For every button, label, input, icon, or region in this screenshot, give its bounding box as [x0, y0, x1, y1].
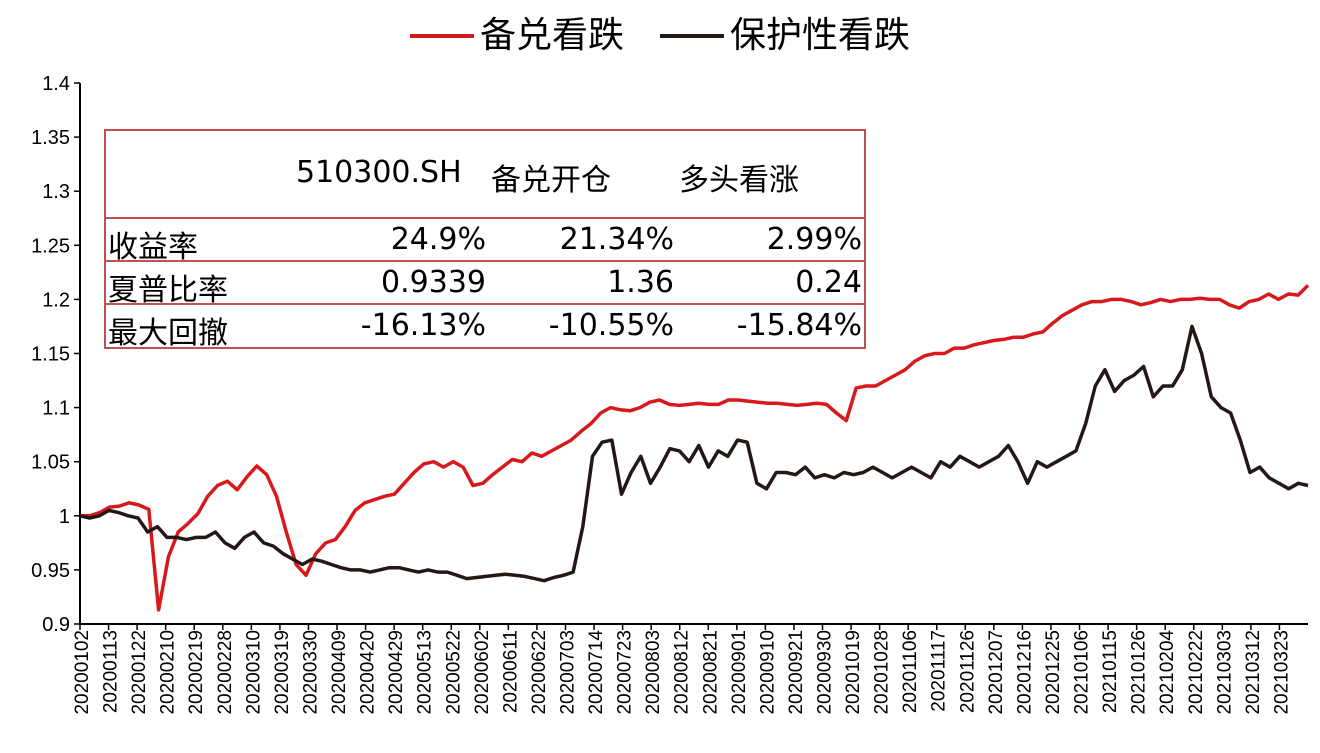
cell-value: 0.24: [795, 265, 862, 300]
x-tick-label: 20201019: [843, 630, 864, 715]
x-tick-label: 20200522: [443, 630, 464, 715]
legend-label-0: 备兑看跌: [479, 15, 624, 56]
cell-value: 21.34%: [559, 222, 674, 257]
legend-swatch-1: [660, 34, 724, 38]
cell-value: -15.84%: [736, 308, 862, 343]
x-tick-label: 20200210: [158, 630, 179, 715]
x-tick-label: 20210222: [1186, 630, 1207, 715]
legend-swatch-0: [409, 34, 474, 38]
row-label: 收益率: [108, 230, 198, 265]
x-tick-label: 20200803: [643, 630, 664, 715]
y-tick-label: 1.05: [31, 452, 70, 474]
x-tick-label: 20201117: [929, 630, 950, 712]
x-tick-label: 20200113: [101, 630, 122, 713]
table-row: 收益率 24.9% 21.34% 2.99%: [106, 219, 864, 265]
x-tick-label: 20201028: [872, 630, 893, 715]
y-tick-label: 0.95: [31, 560, 70, 582]
x-tick-label: 20200102: [72, 630, 93, 715]
x-tick-label: 20201207: [986, 630, 1007, 715]
x-tick-label: 20210312: [1243, 630, 1264, 715]
table-row: 最大回撤 -16.13% -10.55% -15.84%: [106, 305, 864, 351]
cell-value: 0.9339: [381, 265, 486, 300]
series-line-0: [80, 284, 1310, 612]
series-line-1: [79, 324, 1309, 583]
x-tick-label: 20201106: [900, 630, 921, 713]
y-tick-label: 0.9: [42, 614, 70, 636]
x-tick-label: 20210115: [1100, 630, 1121, 713]
series-layer: [79, 284, 1310, 612]
header-510300: 510300.SH: [296, 155, 462, 190]
y-tick-label: 1: [59, 506, 70, 528]
x-tick-label: 20200420: [358, 630, 379, 715]
x-tick-label: 20200930: [815, 630, 836, 715]
x-tick-label: 20200429: [386, 630, 407, 715]
y-tick-label: 1.35: [31, 127, 70, 149]
x-tick-label: 20200703: [557, 630, 578, 715]
x-tick-label: 20200310: [243, 630, 264, 715]
x-tick-label: 20200622: [529, 630, 550, 715]
cell-value: -10.55%: [548, 308, 674, 343]
x-tick-label: 20200921: [786, 630, 807, 715]
header-covered-call: 备兑开仓: [491, 163, 611, 198]
x-tick-label: 20200821: [700, 630, 721, 715]
x-tick-label: 20200228: [215, 630, 236, 715]
y-tick-label: 1.3: [42, 181, 70, 203]
cell-value: 1.36: [607, 265, 674, 300]
x-tick-label: 20200812: [672, 630, 693, 715]
x-tick-label: 20200901: [729, 630, 750, 715]
x-tick-label: 20201126: [957, 630, 978, 713]
x-tick-label: 20200602: [472, 630, 493, 715]
x-tick-label: 20200910: [757, 630, 778, 715]
x-tick-label: 20200723: [615, 630, 636, 715]
axes: 0.9 0.95 1 1.05 1.1 1.15 1.2 1.25 1.3 1.35 1.4 2020…: [31, 73, 1308, 715]
y-tick-label: 1.2: [42, 289, 70, 311]
x-tick-label: 20201225: [1043, 630, 1064, 715]
stats-table-header: 510300.SH 备兑开仓 多头看涨: [106, 131, 864, 219]
legend-item-0: 备兑看跌: [409, 14, 624, 58]
y-tick-label: 1.1: [42, 398, 70, 420]
cell-value: 24.9%: [390, 222, 486, 257]
x-tick-label: 20200714: [586, 630, 607, 715]
y-tick-label: 1.25: [31, 235, 70, 257]
x-tick-label: 20200219: [186, 630, 207, 715]
y-tick-label: 1.4: [42, 73, 70, 95]
legend-label-1: 保护性看跌: [730, 15, 911, 56]
row-label: 最大回撤: [108, 316, 228, 351]
header-long-call: 多头看涨: [679, 163, 799, 198]
x-tick-label: 20210126: [1129, 630, 1150, 715]
x-tick-label: 20210106: [1072, 630, 1093, 715]
legend-item-1: 保护性看跌: [660, 14, 910, 58]
x-tick-label: 20201216: [1014, 630, 1035, 715]
x-tick-label: 20210204: [1157, 630, 1178, 715]
x-tick-label: 20210323: [1271, 630, 1292, 715]
x-tick-label: 20200513: [415, 630, 436, 715]
x-tick-label: 20200122: [129, 630, 150, 715]
stats-table: 510300.SH 备兑开仓 多头看涨 收益率 24.9% 21.34% 2.9…: [104, 129, 866, 351]
x-tick-label: 20200611: [500, 630, 521, 713]
x-tick-label: 20200319: [272, 630, 293, 715]
cell-value: 2.99%: [766, 222, 862, 257]
y-tick-label: 1.15: [31, 344, 70, 366]
cell-value: -16.13%: [360, 308, 486, 343]
table-row: 夏普比率 0.9339 1.36 0.24: [106, 262, 864, 308]
x-tick-label: 20200330: [300, 630, 321, 715]
legend: 备兑看跌 保护性看跌: [0, 14, 1320, 58]
x-tick-label: 20210303: [1214, 630, 1235, 715]
x-tick-label: 20200409: [329, 630, 350, 715]
row-label: 夏普比率: [108, 273, 228, 308]
